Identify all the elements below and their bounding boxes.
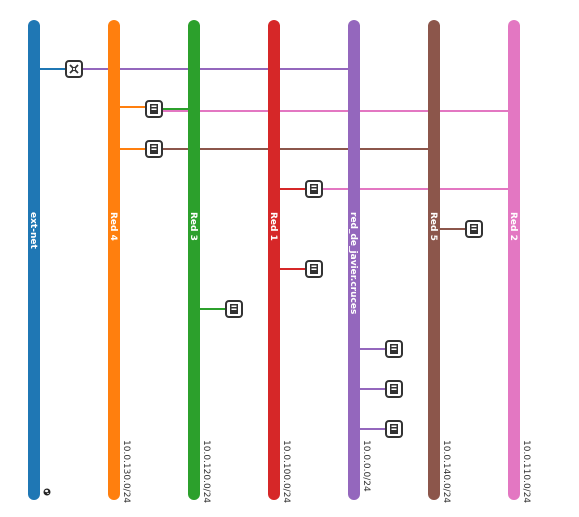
network-red4[interactable]: Red 4 10.0.130.0/24 [108,20,131,503]
network-bar[interactable] [268,20,280,500]
network-cidr: 10.0.130.0/24 [121,440,131,503]
instance-icon[interactable] [145,140,163,158]
network-bar[interactable] [108,20,120,500]
network-name: Red 4 [108,212,118,241]
network-bar[interactable] [508,20,520,500]
instance-icon[interactable] [305,180,323,198]
network-bar[interactable] [348,20,360,500]
network-bars: ext-net Red 4 10.0.130.0/24 Red 3 10.0.120.0… [28,20,531,503]
devices [65,60,483,438]
instance-icon[interactable] [305,260,323,278]
network-bar[interactable] [428,20,440,500]
network-cidr: 10.0.0.0/24 [361,440,371,492]
network-bar[interactable] [188,20,200,500]
instance-icon[interactable] [465,220,483,238]
network-red3[interactable]: Red 3 10.0.120.0/24 [188,20,211,503]
network-javier[interactable]: red_de_javier.cruces 10.0.0.0/24 [348,20,371,500]
network-name: Red 5 [428,212,438,241]
network-cidr: 10.0.140.0/24 [441,440,451,503]
network-name: red_de_javier.cruces [348,212,358,314]
network-red1[interactable]: Red 1 10.0.100.0/24 [268,20,291,503]
instance-icon[interactable] [225,300,243,318]
instance-icon[interactable] [385,340,403,358]
network-red2[interactable]: Red 2 10.0.110.0/24 [508,20,531,503]
network-cidr: 10.0.120.0/24 [201,440,211,503]
globe-icon [43,488,51,496]
network-cidr: 10.0.110.0/24 [521,440,531,503]
router-icon[interactable] [65,60,83,78]
network-bar[interactable] [28,20,40,500]
instance-icon[interactable] [385,380,403,398]
network-name: Red 1 [268,212,278,241]
network-ext-net[interactable]: ext-net [28,20,40,500]
network-name: ext-net [28,212,38,249]
instance-icon[interactable] [145,100,163,118]
network-name: Red 3 [188,212,198,241]
network-name: Red 2 [508,212,518,241]
instance-icon[interactable] [385,420,403,438]
network-cidr: 10.0.100.0/24 [281,440,291,503]
network-red5[interactable]: Red 5 10.0.140.0/24 [428,20,451,503]
